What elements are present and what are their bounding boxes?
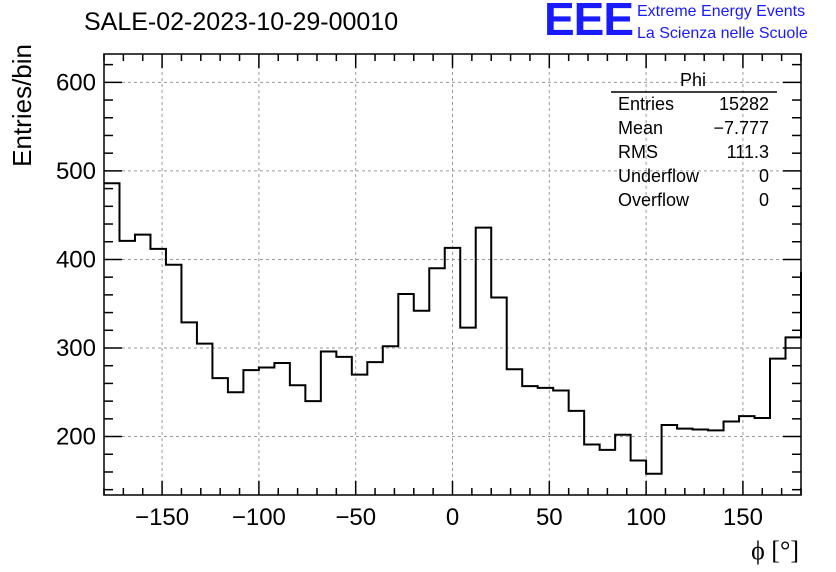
x-tick-label: −50 bbox=[335, 504, 376, 531]
y-tick-label: 400 bbox=[56, 246, 96, 273]
stats-row-label: RMS bbox=[618, 142, 658, 162]
y-axis-label: Entries/bin bbox=[7, 44, 37, 167]
x-tick-labels: −150 −100 −50 0 50 100 150 bbox=[135, 504, 763, 531]
chart-title: SALE-02-2023-10-29-00010 bbox=[84, 8, 399, 36]
logo-subtitle-line2: La Scienza nelle Scuole bbox=[637, 25, 808, 42]
stats-row-value: 15282 bbox=[719, 94, 769, 114]
x-tick-label: −150 bbox=[135, 504, 189, 531]
axis-ticks bbox=[103, 54, 802, 495]
x-tick-label: 100 bbox=[626, 504, 666, 531]
stats-row-label: Underflow bbox=[618, 166, 700, 186]
stats-row-value: 0 bbox=[759, 166, 769, 186]
x-tick-label: 50 bbox=[536, 504, 563, 531]
stats-row-label: Overflow bbox=[618, 190, 690, 210]
y-tick-label: 200 bbox=[56, 424, 96, 451]
histogram-line bbox=[104, 182, 802, 475]
x-tick-label: 150 bbox=[723, 504, 763, 531]
y-tick-label: 600 bbox=[56, 69, 96, 96]
x-tick-label: −100 bbox=[232, 504, 286, 531]
stats-row-value: −7.777 bbox=[713, 118, 769, 138]
stats-row-label: Mean bbox=[618, 118, 663, 138]
x-axis-label: ϕ [°] bbox=[751, 536, 799, 565]
stats-row-label: Entries bbox=[618, 94, 674, 114]
y-tick-labels: 200 300 400 500 600 bbox=[56, 69, 96, 450]
y-tick-label: 500 bbox=[56, 158, 96, 185]
x-tick-label: 0 bbox=[446, 504, 459, 531]
logo-subtitle-line1: Extreme Energy Events bbox=[637, 3, 806, 20]
stats-box: Phi Entries 15282 Mean −7.777 RMS 111.3 Underf… bbox=[611, 70, 777, 210]
grid-lines bbox=[104, 54, 801, 495]
eee-logo: EEE bbox=[544, 0, 634, 45]
stats-row-value: 111.3 bbox=[727, 142, 769, 162]
stats-row-value: 0 bbox=[759, 190, 769, 210]
y-tick-label: 300 bbox=[56, 335, 96, 362]
stats-box-title: Phi bbox=[680, 70, 706, 90]
